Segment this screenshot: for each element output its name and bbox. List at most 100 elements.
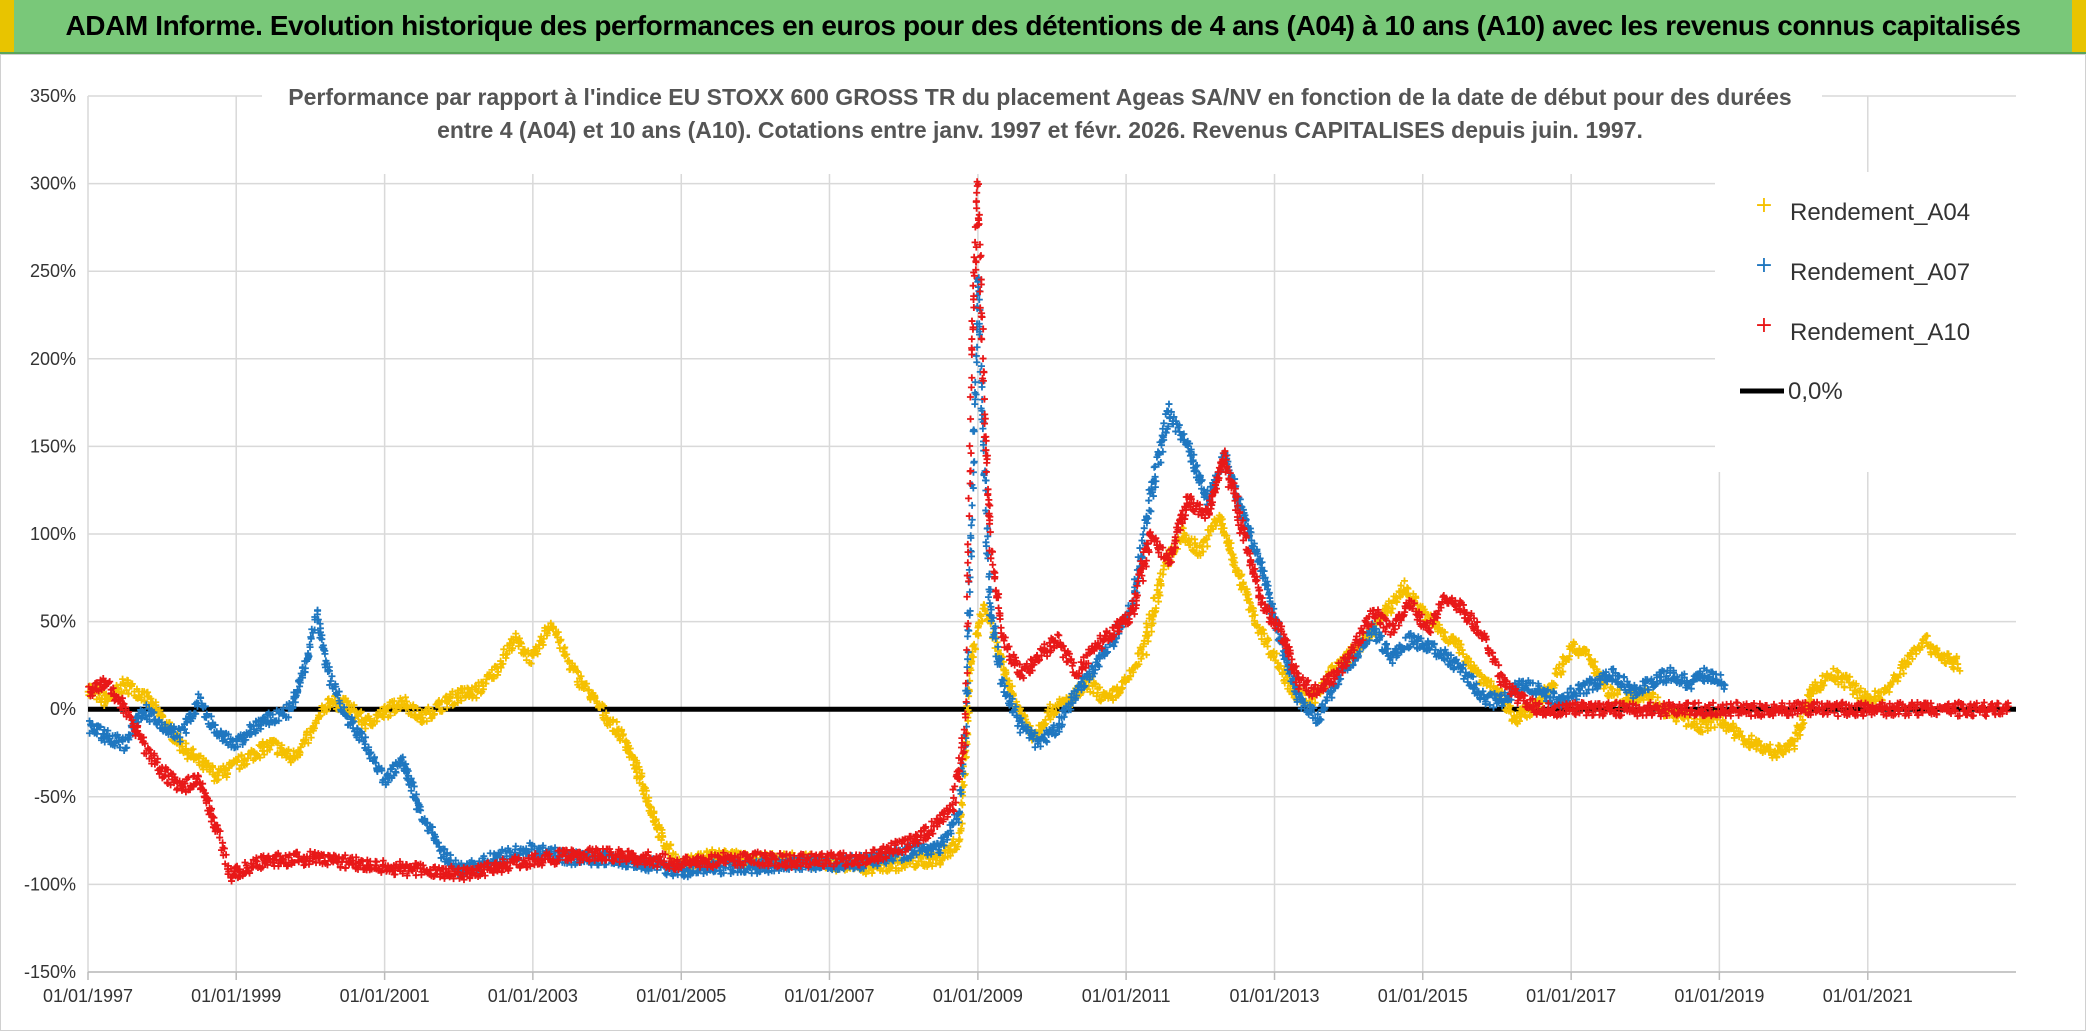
data-point <box>266 746 274 754</box>
data-point <box>237 751 245 759</box>
data-point <box>278 741 286 749</box>
data-point <box>958 820 966 828</box>
data-point <box>557 636 565 644</box>
data-point <box>613 718 621 726</box>
data-point <box>563 650 571 658</box>
data-point <box>1203 542 1211 550</box>
data-point <box>515 634 523 642</box>
data-point <box>527 660 535 668</box>
data-point <box>469 692 477 700</box>
data-point <box>508 644 516 652</box>
data-point <box>419 714 427 722</box>
data-point <box>430 710 438 718</box>
data-point <box>243 760 251 768</box>
data-point <box>583 680 591 688</box>
data-point <box>209 763 217 771</box>
data-point <box>390 697 398 705</box>
data-point <box>274 739 282 747</box>
data-point <box>323 707 331 715</box>
data-point <box>159 713 167 721</box>
data-point <box>100 702 108 710</box>
report-banner: ADAM Informe. Evolution historique des p… <box>0 0 2086 54</box>
data-point <box>125 689 133 697</box>
performance-chart: 350%300%250%200%150%100%50%0%-50%-100%-1… <box>24 76 2017 1006</box>
data-point <box>539 641 547 649</box>
data-point <box>984 593 992 601</box>
corner-accent-left <box>0 0 14 52</box>
data-point <box>472 694 480 702</box>
data-point <box>970 427 978 435</box>
data-point <box>373 717 381 725</box>
data-point <box>128 680 136 688</box>
data-point <box>309 727 317 735</box>
data-point <box>413 704 421 712</box>
data-point <box>1717 671 1725 679</box>
data-point <box>178 742 186 750</box>
data-point <box>316 713 324 721</box>
data-point <box>1400 577 1408 585</box>
data-point <box>479 685 487 693</box>
data-point <box>494 668 502 676</box>
data-point <box>435 703 443 711</box>
data-point <box>423 717 431 725</box>
data-point <box>1145 506 1153 514</box>
data-point <box>382 708 390 716</box>
data-point <box>182 739 190 747</box>
data-point <box>147 695 155 703</box>
data-point <box>573 667 581 675</box>
data-point <box>964 632 972 640</box>
series-layer <box>84 178 2012 885</box>
data-point <box>304 739 312 747</box>
data-point <box>500 645 508 653</box>
series-rendement_a07 <box>86 274 1729 881</box>
data-point <box>260 751 268 759</box>
report-title: ADAM Informe. Evolution historique des p… <box>65 10 2021 41</box>
data-point <box>457 697 465 705</box>
data-point <box>1145 497 1153 505</box>
data-point <box>968 501 976 509</box>
data-point <box>401 693 409 701</box>
data-point <box>534 650 542 658</box>
data-point <box>967 521 975 529</box>
data-point <box>502 651 510 659</box>
data-point <box>438 707 446 715</box>
data-point <box>409 701 417 709</box>
data-point <box>517 640 525 648</box>
data-point <box>1139 530 1147 538</box>
data-point <box>609 716 617 724</box>
data-point <box>973 358 981 366</box>
data-point <box>256 754 264 762</box>
data-point <box>214 775 222 783</box>
data-point <box>326 703 334 711</box>
data-point <box>486 671 494 679</box>
data-point <box>600 702 608 710</box>
data-point <box>1382 640 1390 648</box>
data-point <box>307 734 315 742</box>
data-point <box>506 640 514 648</box>
data-point <box>117 688 125 696</box>
data-point <box>497 664 505 672</box>
data-point <box>1165 400 1173 408</box>
data-point <box>211 772 219 780</box>
data-point <box>233 757 241 765</box>
data-point <box>663 871 671 879</box>
data-point <box>285 746 293 754</box>
data-point <box>199 766 207 774</box>
data-point <box>224 769 232 777</box>
data-point <box>585 686 593 694</box>
data-point <box>574 668 582 676</box>
series-rendement_a04 <box>84 511 1964 878</box>
data-point <box>386 712 394 720</box>
data-point <box>561 643 569 651</box>
data-point <box>498 660 506 668</box>
corner-accent-right <box>2072 0 2086 52</box>
data-point <box>357 708 365 716</box>
data-point <box>591 693 599 701</box>
data-point <box>1154 598 1162 606</box>
data-point <box>970 459 978 467</box>
data-point <box>535 644 543 652</box>
data-point <box>443 704 451 712</box>
data-point <box>219 771 227 779</box>
data-point <box>1143 651 1151 659</box>
data-point <box>593 697 601 705</box>
